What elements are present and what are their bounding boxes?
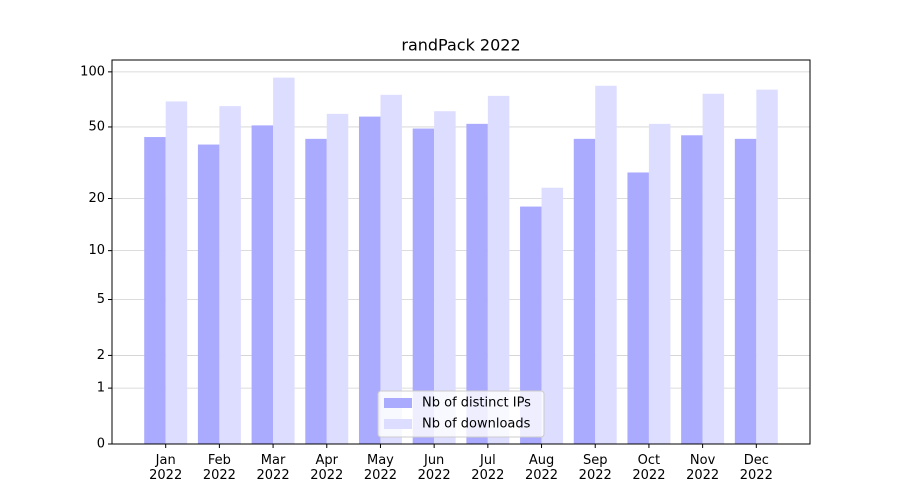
bar bbox=[251, 125, 274, 445]
legend: Nb of distinct IPs Nb of downloads bbox=[377, 390, 545, 438]
bar bbox=[219, 106, 241, 444]
x-tick-label: Mar 2022 bbox=[256, 453, 290, 483]
bar bbox=[380, 94, 402, 445]
legend-label: Nb of distinct IPs bbox=[422, 396, 531, 411]
bar bbox=[165, 101, 188, 444]
y-tick-label: 10 bbox=[88, 243, 105, 258]
y-tick-label: 5 bbox=[97, 292, 105, 307]
y-tick-label: 100 bbox=[80, 64, 105, 79]
bar bbox=[434, 111, 456, 444]
bar bbox=[305, 138, 327, 444]
x-tick-label: Aug 2022 bbox=[524, 453, 559, 483]
x-tick-label: May 2022 bbox=[363, 453, 397, 483]
y-tick-label: 0 bbox=[97, 437, 105, 452]
x-tick-label: Nov 2022 bbox=[686, 453, 720, 483]
x-tick-label: Jun 2022 bbox=[417, 453, 451, 483]
x-tick-label: Jan 2022 bbox=[149, 453, 183, 483]
x-tick-label: Oct 2022 bbox=[632, 453, 666, 483]
legend-label: Nb of downloads bbox=[422, 417, 531, 432]
y-tick-label: 2 bbox=[97, 348, 105, 363]
bar bbox=[358, 116, 381, 444]
y-tick-label: 1 bbox=[97, 381, 105, 396]
x-tick-label: Jul 2022 bbox=[471, 453, 505, 483]
bar bbox=[734, 138, 757, 444]
bar bbox=[627, 172, 649, 444]
bar bbox=[466, 123, 488, 444]
bar bbox=[702, 93, 725, 445]
bar bbox=[541, 187, 564, 445]
chart-title: randPack 2022 bbox=[401, 36, 520, 55]
bar bbox=[487, 95, 510, 445]
bar bbox=[197, 144, 220, 444]
axes-frame bbox=[111, 59, 811, 445]
y-tick-label: 20 bbox=[88, 191, 105, 206]
legend-swatch bbox=[384, 419, 412, 429]
bar bbox=[144, 137, 166, 444]
bar bbox=[648, 123, 671, 444]
bar bbox=[573, 138, 596, 444]
bar bbox=[273, 77, 295, 444]
bar bbox=[595, 85, 617, 444]
bar bbox=[412, 128, 435, 444]
x-tick-label: Dec 2022 bbox=[739, 453, 773, 483]
legend-swatch bbox=[384, 398, 412, 408]
y-tick-label: 50 bbox=[88, 119, 105, 134]
bar bbox=[681, 135, 703, 444]
bar bbox=[756, 89, 778, 445]
x-tick-label: Apr 2022 bbox=[310, 453, 344, 483]
legend-box bbox=[377, 390, 545, 438]
x-tick-label: Feb 2022 bbox=[202, 453, 236, 483]
x-tick-label: Sep 2022 bbox=[578, 453, 612, 483]
bar bbox=[520, 206, 542, 444]
bar bbox=[326, 113, 349, 445]
